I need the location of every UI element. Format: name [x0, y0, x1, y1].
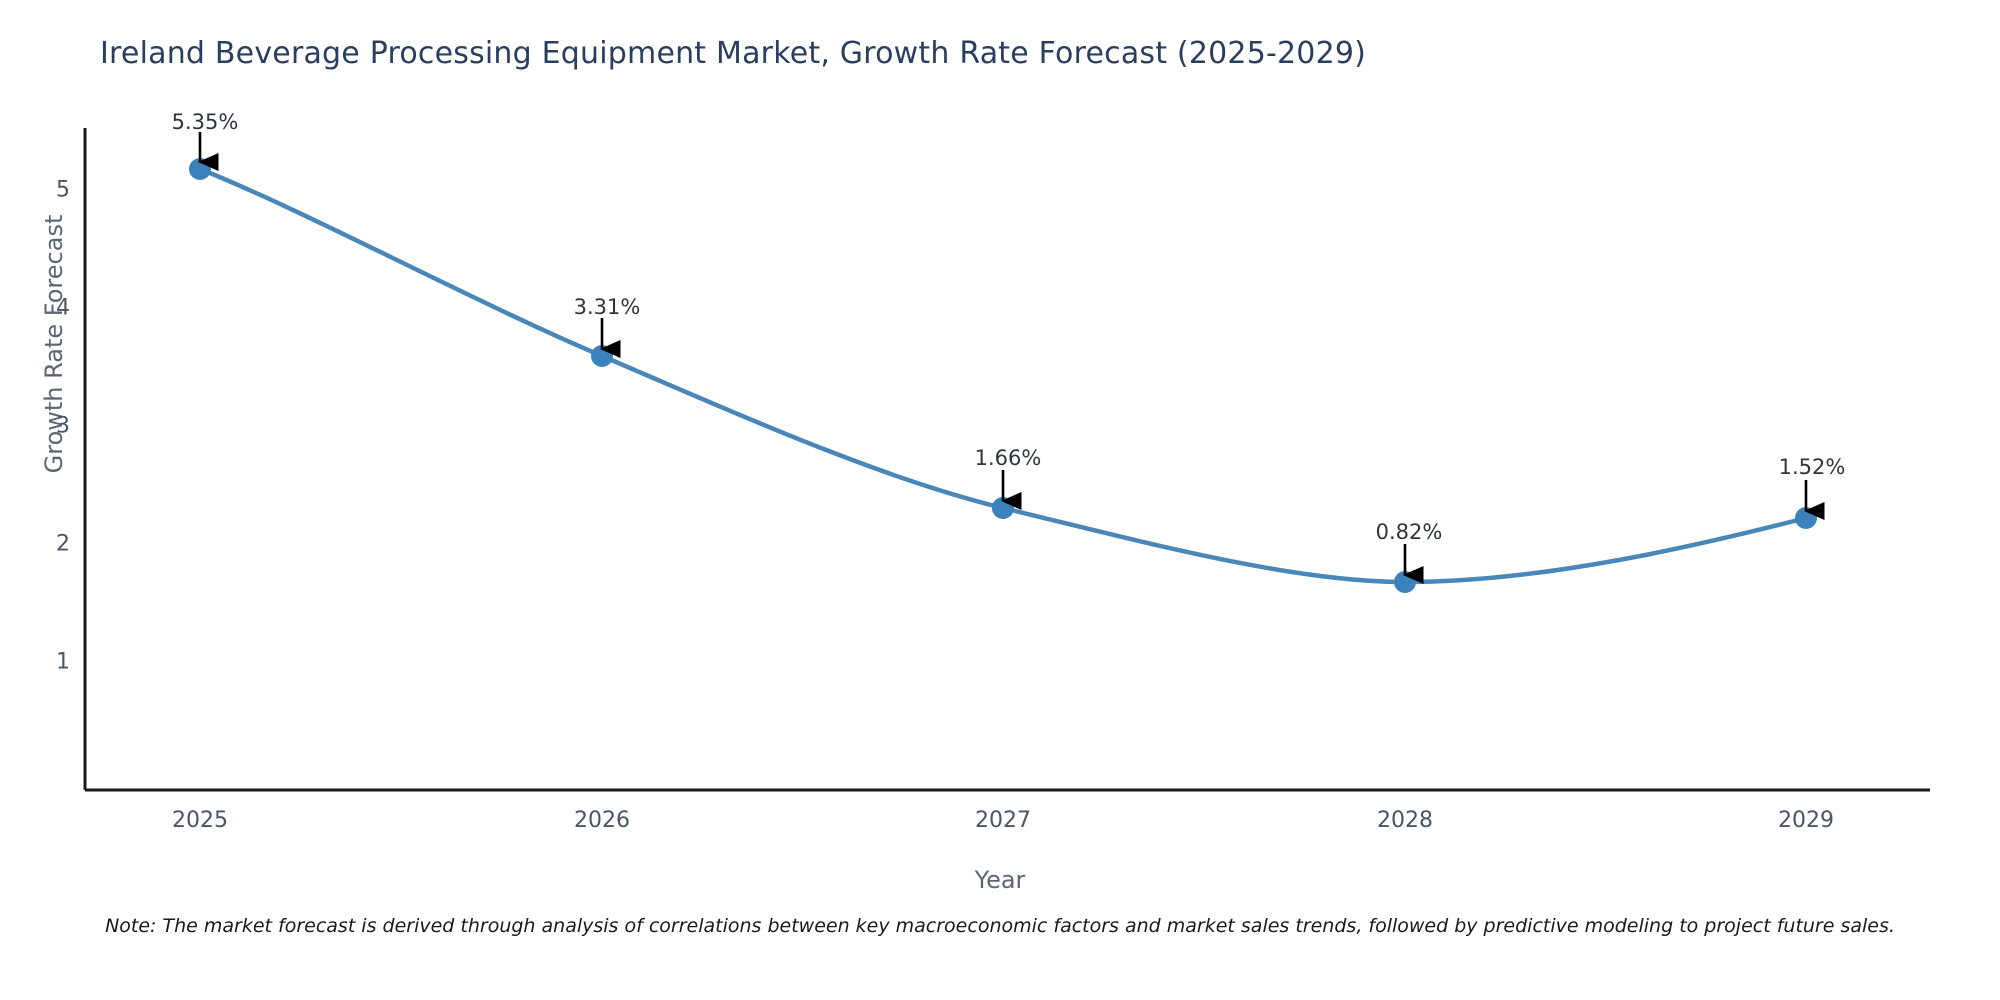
- y-tick-label-4: 4: [56, 295, 70, 321]
- footnote-text: Note: The market forecast is derived thr…: [105, 915, 1895, 937]
- series-line: [197, 166, 1809, 585]
- x-tick-label-2025: 2025: [172, 808, 228, 833]
- x-tick-label-2027: 2027: [975, 808, 1031, 833]
- y-tick-label-2: 2: [56, 531, 70, 557]
- chart-title: Ireland Beverage Processing Equipment Ma…: [100, 36, 1367, 71]
- x-axis-title: Year: [974, 866, 1026, 894]
- y-tick-label-1: 1: [56, 649, 70, 675]
- data-label-2026: 3.31%: [573, 295, 641, 319]
- data-label-2025: 5.35%: [171, 110, 239, 134]
- x-tick-label-2026: 2026: [574, 808, 630, 833]
- x-tick-label-2028: 2028: [1377, 808, 1433, 833]
- data-label-2029: 1.52%: [1778, 455, 1846, 479]
- data-label-2028: 0.82%: [1375, 520, 1443, 544]
- data-label-2027: 1.66%: [974, 446, 1042, 470]
- y-tick-label-3: 3: [56, 413, 70, 439]
- x-tick-label-2029: 2029: [1778, 808, 1834, 833]
- y-tick-label-5: 5: [56, 177, 70, 203]
